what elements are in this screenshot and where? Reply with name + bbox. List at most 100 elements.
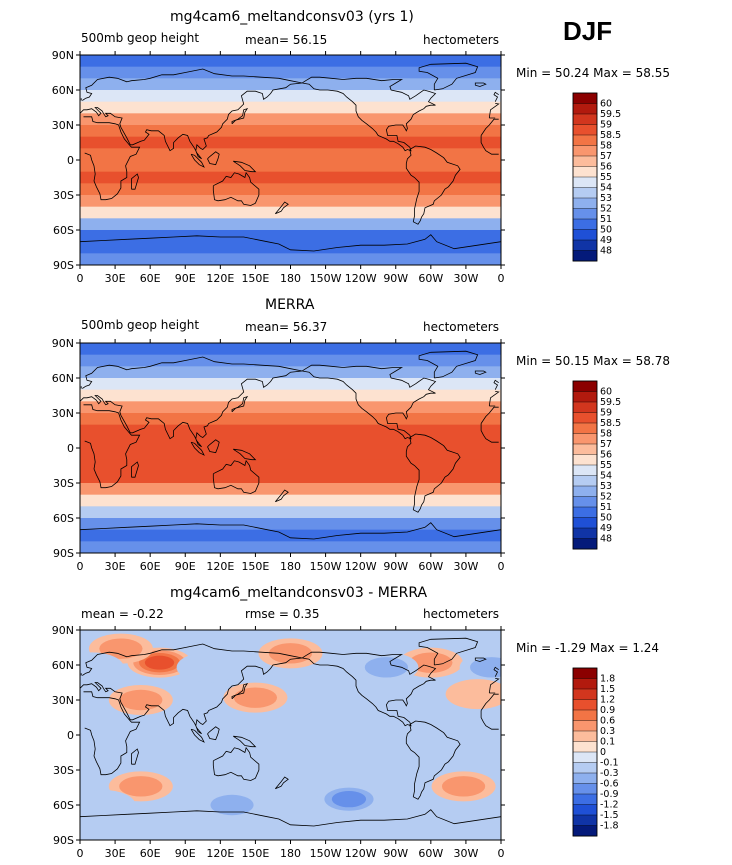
field-band (80, 541, 501, 553)
coastline (232, 160, 257, 173)
season-label: DJF (563, 16, 613, 46)
panel-3-units-label: hectometers (423, 607, 499, 621)
colorbar-level-label: 58 (600, 429, 612, 440)
colorbar-level-label: 59.5 (600, 109, 621, 120)
coastline (80, 643, 500, 735)
field-band (80, 413, 501, 426)
colorbar-level-label: 54 (600, 183, 612, 194)
x-tick-label: 90W (383, 560, 408, 573)
colorbar-box (572, 103, 598, 115)
colorbar-box (572, 433, 598, 445)
coastline (474, 657, 487, 662)
colorbar-level-label: 51 (600, 502, 612, 513)
field-band (80, 171, 501, 184)
colorbar-level-label: 55 (600, 460, 612, 471)
colorbar-level-label: 55 (600, 172, 612, 183)
y-tick-label: 60S (53, 512, 74, 525)
x-tick-label: 150W (310, 272, 342, 285)
colorbar-box (572, 176, 598, 189)
coastline (418, 637, 479, 666)
colorbar-box (572, 92, 598, 105)
anomaly-contour (144, 655, 175, 670)
coastline (274, 776, 289, 790)
x-tick-label: 120E (206, 560, 234, 573)
coastline (231, 682, 249, 700)
field-band (80, 494, 501, 507)
coastline (83, 116, 499, 201)
panel-3-rmse-label: rmse = 0.35 (245, 607, 320, 621)
field-band (80, 354, 501, 367)
x-tick-label: 150E (241, 272, 269, 285)
colorbar-level-label: 57 (600, 151, 612, 162)
panel-1-title: mg4cam6_meltandconsv03 (yrs 1) (170, 9, 414, 25)
y-tick-label: 90N (52, 49, 74, 62)
colorbar-level-label: 53 (600, 193, 612, 204)
coastline (80, 234, 501, 252)
x-tick-label: 150W (310, 847, 342, 860)
coastline (274, 489, 289, 503)
colorbar-level-label: 52 (600, 204, 612, 215)
panel-2-units-label: hectometers (423, 320, 499, 334)
y-tick-label: 30N (52, 119, 74, 132)
colorbar-box (572, 197, 598, 210)
x-tick-label: 30W (453, 272, 478, 285)
panel-2-variable-label: 500mb geop height (81, 318, 200, 332)
colorbar-box (572, 709, 598, 722)
panel-2-map-chart: 0 30E 60E 90E 120E 150E 180 150W 120W 90W 60W 30W 09… (52, 337, 621, 573)
panel-1-min-max: Min = 50.24 Max = 58.55 (516, 66, 670, 80)
x-tick-label: 180 (280, 560, 301, 573)
coastlines (80, 350, 501, 540)
y-tick-label: 60N (52, 372, 74, 385)
field-band (80, 160, 501, 173)
coastlines (80, 637, 501, 827)
colorbar-box (572, 506, 598, 519)
colorbar-level-label: 0.3 (600, 726, 615, 737)
y-tick-label: 60S (53, 224, 74, 237)
coastline (207, 439, 220, 454)
field-band (80, 230, 501, 243)
x-tick-label: 150E (241, 560, 269, 573)
x-tick-label: 90E (175, 847, 196, 860)
colorbar-frame (572, 667, 598, 837)
x-tick-label: 30W (453, 847, 478, 860)
colorbar-level-label: 49 (600, 235, 612, 246)
x-tick-label: 120E (206, 272, 234, 285)
colorbar-frame (572, 92, 598, 262)
colorbar-level-label: 59.5 (600, 397, 621, 408)
coastline (405, 145, 461, 225)
colorbar-box (572, 804, 598, 816)
x-tick-label: 90E (175, 272, 196, 285)
anomaly-contour (80, 790, 136, 820)
colorbar-box (572, 380, 598, 393)
coastline (80, 91, 499, 102)
colorbar-level-label: 0.6 (600, 716, 615, 727)
anomaly-contour (119, 689, 163, 711)
coastline (212, 746, 260, 781)
x-tick-label: 0 (498, 560, 505, 573)
anomaly-contour (99, 638, 143, 659)
anomaly-contour (119, 776, 163, 797)
y-tick-label: 0 (67, 154, 74, 167)
colorbar-box (572, 113, 598, 126)
coastline (80, 379, 499, 390)
colorbar-level-label: -1.2 (600, 800, 619, 811)
field-band (80, 136, 501, 149)
coastline (80, 68, 500, 160)
anomaly-contour (441, 776, 486, 797)
colorbar-level-label: 58 (600, 141, 612, 152)
colorbar-box (572, 391, 598, 403)
colorbar-level-label: 48 (600, 246, 612, 257)
x-tick-label: 60E (140, 560, 161, 573)
field-band (80, 125, 501, 138)
field-band (80, 101, 501, 114)
colorbar-box (572, 825, 598, 837)
field-band (80, 459, 501, 472)
panel-1-units-label: hectometers (423, 33, 499, 47)
field-band (80, 253, 501, 265)
colorbar-level-label: -0.6 (600, 779, 619, 790)
colorbar-level-label: 60 (600, 387, 612, 398)
colorbar-level-label: -0.1 (600, 758, 619, 769)
coastline (190, 441, 205, 456)
coastline (131, 748, 139, 765)
x-tick-label: 0 (498, 847, 505, 860)
